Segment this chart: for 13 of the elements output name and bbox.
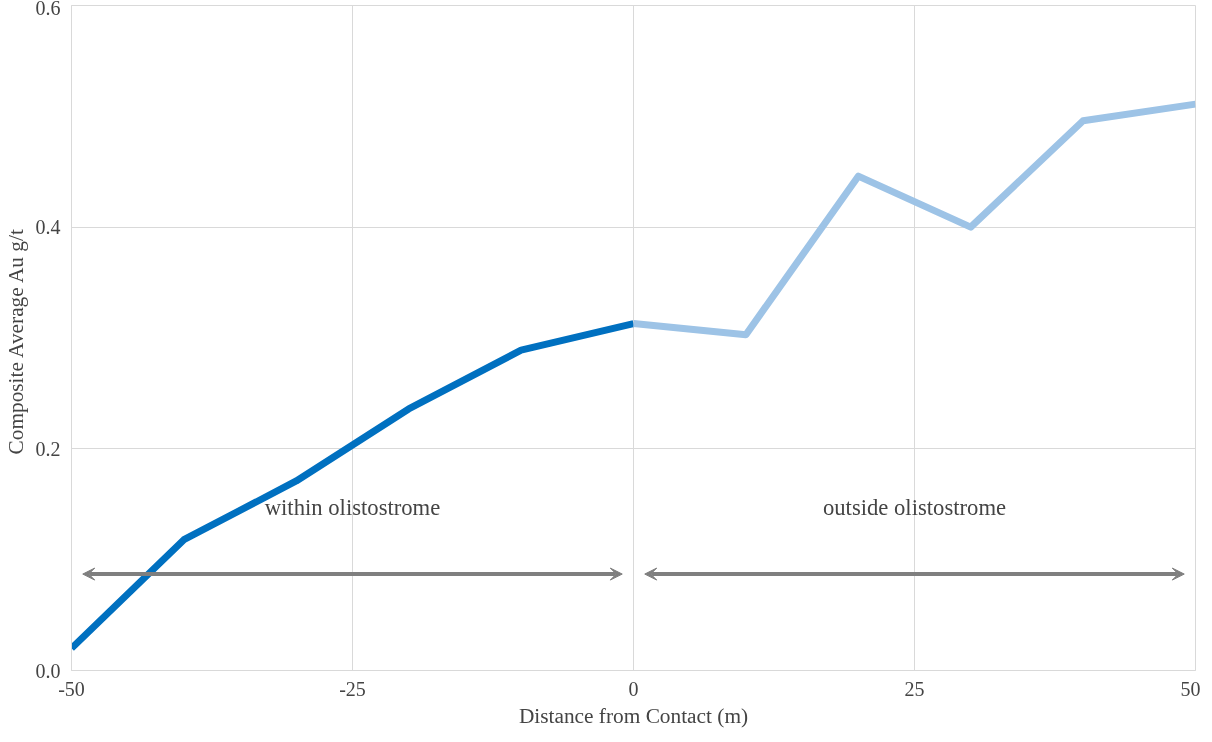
annotation: within olistostrome <box>264 495 441 521</box>
y-axis-title: Composite Average Au g/t <box>3 229 28 455</box>
y-tick-label: 0.4 <box>35 216 61 239</box>
x-tick-label: -50 <box>58 677 85 700</box>
x-tick-label: 25 <box>904 677 925 700</box>
annotation: outside olistostrome <box>822 495 1007 521</box>
x-tick-label: 0 <box>628 677 639 700</box>
y-tick-label: 0.6 <box>35 0 61 19</box>
x-axis-title: Distance from Contact (m) <box>518 703 749 728</box>
x-tick-label: 50 <box>1180 677 1201 700</box>
y-tick-label: 0.2 <box>35 437 61 460</box>
y-tick-label: 0.0 <box>35 659 61 682</box>
x-tick-label: -25 <box>339 677 366 700</box>
